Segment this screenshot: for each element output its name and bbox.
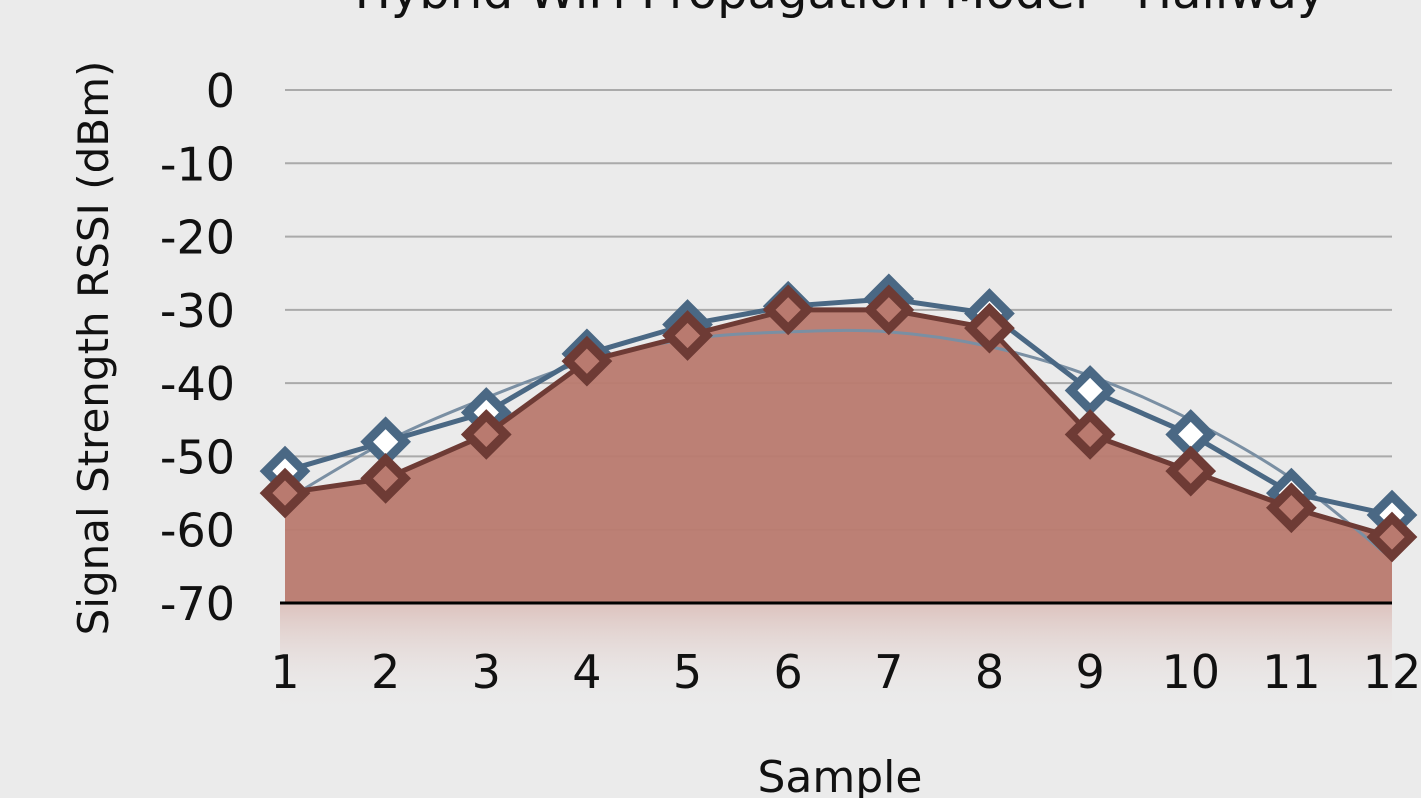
reflection	[280, 603, 1392, 713]
marker	[863, 284, 915, 336]
marker	[1366, 511, 1418, 563]
plot-area: 0-10-20-30-40-50-60-701 2 3 4 5 6 7 8 9 10 11 12	[160, 64, 1421, 713]
marker	[1165, 445, 1217, 497]
x-tick-label: 9	[1075, 645, 1104, 699]
x-tick-label: 3	[472, 645, 501, 699]
marker	[460, 409, 512, 460]
x-tick-label: 5	[673, 645, 702, 699]
y-axis-label: Signal Strength RSSI (dBm)	[69, 61, 118, 636]
marker	[259, 467, 311, 519]
y-tick-label: -10	[160, 137, 235, 191]
marker	[1064, 409, 1116, 460]
y-tick-label: -70	[160, 577, 235, 631]
y-tick-label: 0	[206, 64, 235, 118]
x-tick-label: 12	[1363, 645, 1421, 699]
x-tick-label: 2	[371, 645, 400, 699]
x-axis-label: Sample	[758, 752, 923, 798]
x-tick-label: 6	[774, 645, 803, 699]
marker	[762, 284, 814, 336]
x-tick-label: 11	[1262, 645, 1321, 699]
marker	[1265, 482, 1317, 534]
x-tick-label: 1	[270, 645, 299, 699]
chart-title: Hybrid WiFi Propagation Model - Hallway	[355, 0, 1326, 20]
y-tick-label: -50	[160, 430, 235, 484]
y-tick-label: -30	[160, 284, 235, 338]
y-tick-label: -40	[160, 357, 235, 411]
marker	[662, 310, 713, 361]
x-tick-label: 8	[975, 645, 1004, 699]
marker	[360, 453, 411, 504]
marker	[561, 335, 613, 387]
x-tick-label: 4	[572, 645, 601, 699]
marker	[964, 302, 1015, 354]
y-tick-label: -20	[160, 211, 235, 265]
y-tick-label: -60	[160, 504, 235, 558]
x-tick-label: 10	[1161, 645, 1220, 699]
area	[285, 309, 1392, 603]
x-tick-label: 7	[874, 645, 903, 699]
